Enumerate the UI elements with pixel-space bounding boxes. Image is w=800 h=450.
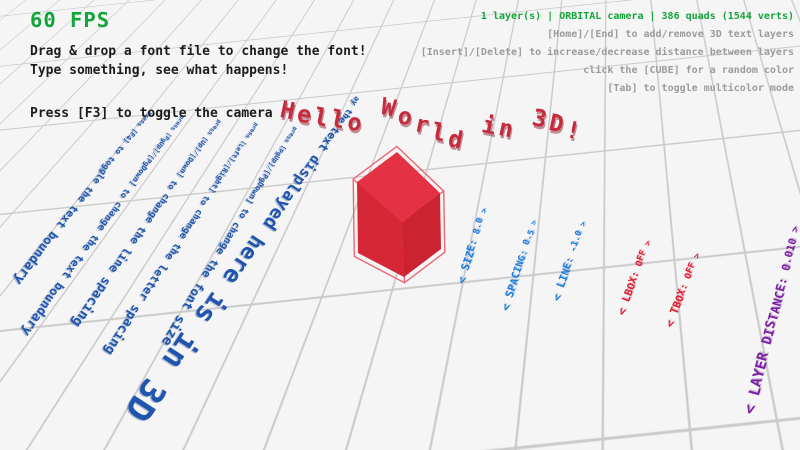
hint-drag-drop-font: Drag & drop a font file to change the fo… bbox=[30, 44, 367, 59]
hud-right: 1 layer(s) | ORBITAL camera | 386 quads … bbox=[421, 8, 794, 98]
cube-left-face[interactable] bbox=[357, 182, 404, 277]
hint-toggle-camera: Press [F3] to toggle the camera bbox=[30, 106, 273, 121]
fps-counter: 60 FPS bbox=[30, 8, 111, 32]
status-bar: 1 layer(s) | ORBITAL camera | 386 quads … bbox=[480, 11, 794, 22]
hint-cube-random-color: click the [CUBE] for a random color bbox=[583, 65, 794, 76]
hint-multicolor-mode: [Tab] to toggle multicolor mode bbox=[607, 83, 794, 94]
hint-add-remove-layers: [Home]/[End] to add/remove 3D text layer… bbox=[547, 29, 794, 40]
hint-layer-distance-keys: [Insert]/[Delete] to increase/decrease d… bbox=[420, 47, 794, 58]
hud-left: 60 FPS Drag & drop a font file to change… bbox=[30, 8, 367, 123]
cube-right-face[interactable] bbox=[402, 193, 441, 277]
hint-type-something: Type something, see what happens! bbox=[30, 63, 289, 78]
cube-top-face[interactable] bbox=[357, 152, 440, 222]
